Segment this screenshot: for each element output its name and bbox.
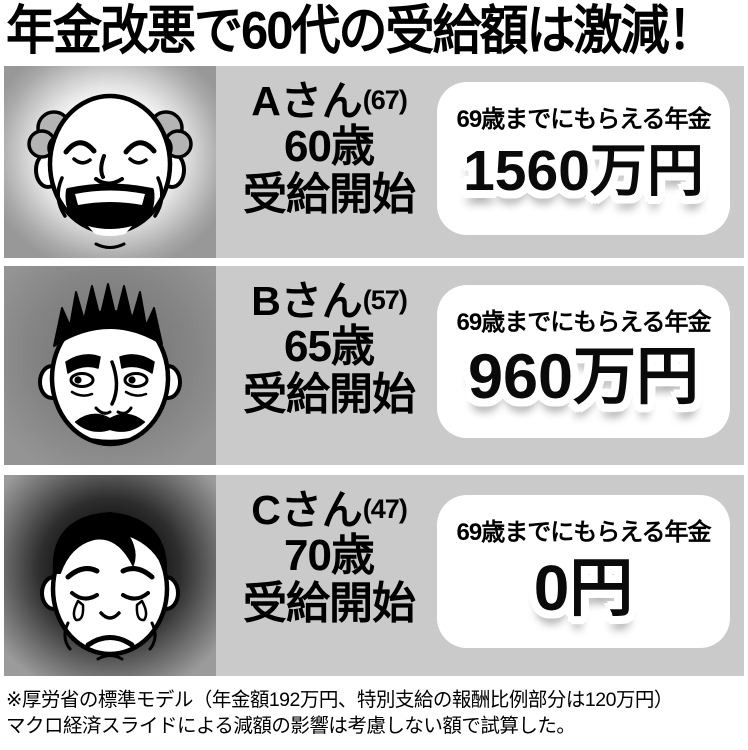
pension-callout-a: 69歳までにもらえる年金 1560万円	[437, 81, 730, 235]
person-info-b: Bさん(57) 65歳 受給開始	[216, 266, 442, 465]
laughing-old-man-face-icon	[27, 93, 193, 249]
person-name: Aさん	[251, 77, 363, 124]
person-info-a: Aさん(67) 60歳 受給開始	[216, 66, 442, 258]
start-age: 70歳	[284, 531, 375, 581]
stern-man-face-icon	[38, 282, 182, 447]
case-row-a: Aさん(67) 60歳 受給開始 69歳までにもらえる年金 1560万円	[4, 65, 744, 258]
face-panel-a	[4, 65, 216, 258]
face-panel-c	[4, 474, 216, 676]
headline: 年金改悪で60代の受給額は激減！	[6, 2, 717, 61]
face-panel-b	[4, 265, 216, 465]
start-label: 受給開始	[243, 169, 416, 219]
person-name: Bさん	[251, 277, 363, 324]
footnote-line-1: ※厚労省の標準モデル（年金額192万円、特別支給の報酬比例部分は120万円）	[6, 688, 673, 711]
person-age: (67)	[362, 84, 408, 115]
person-name-line: Cさん(47)	[216, 488, 442, 532]
footnote: ※厚労省の標準モデル（年金額192万円、特別支給の報酬比例部分は120万円） マ…	[0, 676, 748, 739]
pension-callout-b: 69歳までにもらえる年金 960万円	[437, 285, 730, 439]
callout-label: 69歳までにもらえる年金	[456, 105, 712, 133]
footnote-line-2: マクロ経済スライドによる減額の影響は考慮しない額で試算した。	[6, 714, 576, 737]
person-name-line: Aさん(67)	[216, 79, 442, 123]
person-info-c: Cさん(47) 70歳 受給開始	[216, 475, 442, 676]
pension-amount: 1560万円	[463, 138, 704, 203]
person-name: Cさん	[251, 486, 363, 533]
callout-label: 69歳までにもらえる年金	[456, 309, 712, 337]
person-age: (47)	[362, 493, 408, 524]
pension-amount: 0円	[533, 552, 634, 625]
person-name-line: Bさん(57)	[216, 279, 442, 323]
case-row-c: Cさん(47) 70歳 受給開始 69歳までにもらえる年金 0円	[4, 474, 744, 676]
person-age: (57)	[362, 284, 408, 315]
case-row-b: Bさん(57) 65歳 受給開始 69歳までにもらえる年金 960万円	[4, 265, 744, 465]
pension-callout-c: 69歳までにもらえる年金 0円	[437, 495, 730, 649]
start-age: 65歳	[284, 322, 375, 372]
pension-amount: 960万円	[467, 342, 700, 413]
start-label: 受給開始	[243, 578, 416, 628]
crying-man-face-icon	[40, 511, 180, 661]
callout-label: 69歳までにもらえる年金	[456, 519, 712, 547]
start-label: 受給開始	[243, 369, 416, 419]
start-age: 60歳	[284, 122, 375, 172]
